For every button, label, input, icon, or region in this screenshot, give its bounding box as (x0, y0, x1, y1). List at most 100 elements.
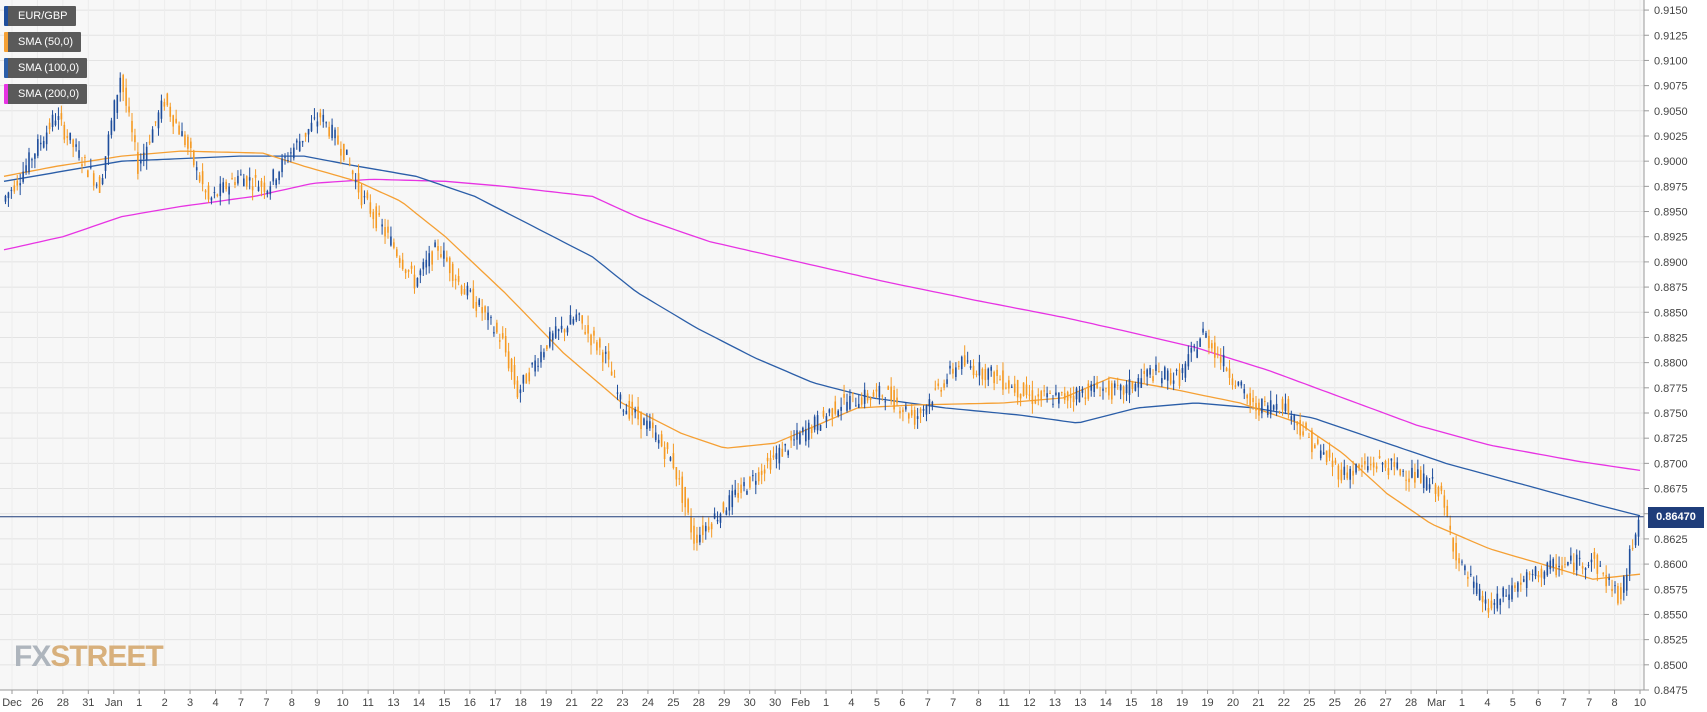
x-tick-label: 17 (489, 697, 501, 709)
candle-body (713, 513, 716, 519)
candle-body (328, 126, 330, 137)
candle-body (1005, 387, 1007, 389)
candle-body (266, 190, 269, 195)
candle-body (493, 332, 495, 334)
candle-body (587, 325, 589, 334)
candle-body (899, 410, 901, 414)
candle-body (1514, 585, 1516, 589)
candle-body (407, 270, 410, 272)
x-tick-label: 21 (1252, 697, 1264, 709)
x-axis: Dec 26 28 31 Jan 1 2 3 4 7 7 8 9 10 11 13 14 15 16 17 18 19 21… (0, 689, 1646, 709)
candle-body (119, 77, 122, 93)
candle-body (1178, 369, 1181, 386)
candle-body (293, 147, 295, 159)
x-tick-label: 4 (848, 697, 854, 709)
candle-body (1208, 335, 1210, 349)
candle-body (228, 186, 230, 195)
x-tick-label: 28 (1405, 697, 1417, 709)
candle-body (699, 534, 701, 543)
candle-body (857, 403, 860, 409)
candle-body (1564, 563, 1566, 565)
x-tick-label: 30 (744, 697, 756, 709)
x-tick-label: 1 (823, 697, 829, 709)
candle-body (925, 406, 928, 415)
candle-body (390, 236, 392, 246)
candle-body (975, 373, 978, 376)
legend-item-sma100[interactable]: SMA (100,0) (4, 58, 88, 78)
candle-body (828, 409, 831, 413)
y-tick-label: 0.8550 (1654, 609, 1688, 621)
candle-body (1219, 356, 1222, 363)
candle-body (1549, 560, 1552, 570)
candle-body (1584, 568, 1587, 570)
sma-100-layer (3, 155, 1641, 517)
candle-body (1570, 555, 1572, 561)
candle-body (946, 379, 948, 384)
candle-body (1634, 534, 1637, 546)
candle-body (654, 432, 657, 440)
candle-body (475, 301, 478, 311)
x-tick-label: 7 (263, 697, 269, 709)
candle-body (769, 458, 772, 470)
candle-body (551, 333, 554, 341)
candle-body (852, 392, 854, 394)
candle-body (1161, 378, 1163, 384)
y-tick-label: 0.8850 (1654, 307, 1688, 319)
candle-body (1455, 542, 1457, 561)
candle-body (640, 411, 642, 430)
candle-body (1261, 398, 1263, 414)
candle-body (340, 148, 342, 156)
candle-body (831, 408, 834, 418)
x-tick-label: 1 (1459, 697, 1465, 709)
candle-body (1019, 393, 1022, 399)
candle-body (316, 121, 319, 127)
candle-body (451, 263, 454, 281)
candle-body (310, 122, 313, 132)
x-tick-label: 19 (1176, 697, 1188, 709)
candle-body (187, 136, 189, 149)
candle-body (837, 410, 839, 416)
candle-body (1505, 595, 1507, 597)
legend-item-sma200[interactable]: SMA (200,0) (4, 84, 88, 104)
candle-body (1361, 465, 1363, 468)
candle-body (1525, 572, 1528, 589)
x-tick-label: 13 (1049, 697, 1061, 709)
candle-body (1340, 469, 1343, 481)
y-tick-label: 0.8575 (1654, 584, 1688, 596)
candle-body (98, 176, 101, 193)
candle-body (281, 158, 283, 173)
legend-item-sma50[interactable]: SMA (50,0) (4, 32, 82, 52)
candle-body (1508, 594, 1510, 601)
candle-body (860, 397, 863, 405)
candle-body (204, 190, 207, 193)
candle-body (669, 457, 672, 461)
candle-body (319, 112, 322, 118)
candle-body (1290, 416, 1293, 420)
candle-body (1181, 368, 1184, 374)
candle-body (357, 173, 360, 193)
legend-item-eurgbp[interactable]: EUR/GBP (4, 6, 76, 26)
candle-body (719, 513, 722, 523)
candle-body (1225, 368, 1228, 372)
candle-body (78, 150, 80, 158)
candle-body (637, 406, 639, 420)
candle-body (646, 420, 648, 430)
x-tick-label: 10 (1634, 697, 1646, 709)
x-tick-label: 23 (616, 697, 628, 709)
candle-body (958, 365, 960, 367)
candle-body (1099, 395, 1101, 397)
x-tick-label: 26 (1354, 697, 1366, 709)
candle-body (278, 171, 280, 181)
x-tick-label: 26 (31, 697, 43, 709)
candle-body (219, 183, 222, 197)
candle-body (1296, 421, 1299, 426)
candle-body (890, 386, 892, 401)
candle-body (1175, 369, 1178, 371)
candle-body (819, 424, 822, 431)
candle-body (16, 180, 19, 186)
candle-body (737, 492, 739, 498)
candle-body (1155, 364, 1157, 371)
candle-body (510, 358, 513, 373)
candle-body (722, 502, 725, 512)
candle-body (1149, 367, 1151, 375)
